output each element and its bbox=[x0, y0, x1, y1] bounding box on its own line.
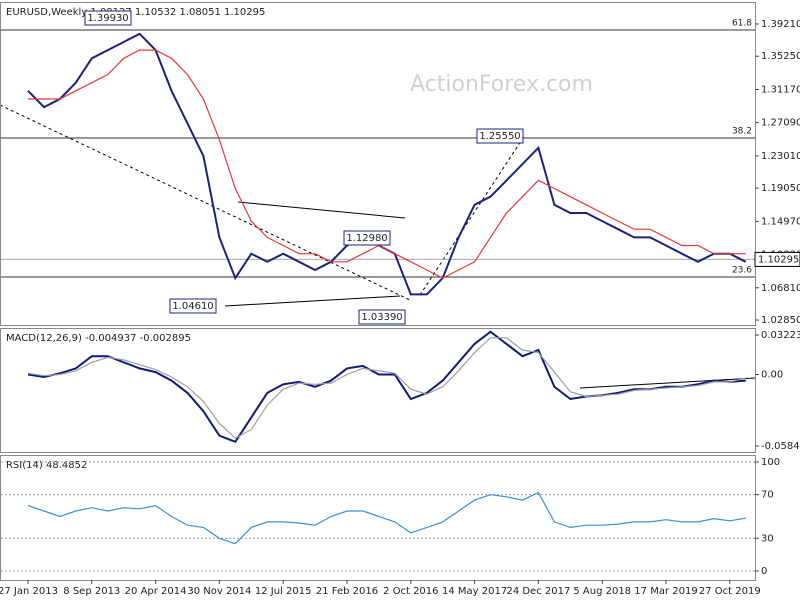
series-line bbox=[28, 49, 746, 279]
fib-label: 38.2 bbox=[732, 126, 752, 136]
y-tick-label: -0.058434 bbox=[761, 441, 800, 452]
series-line bbox=[27, 491, 746, 545]
annotation-box bbox=[358, 309, 406, 325]
x-tick-label: 24 Dec 2017 bbox=[506, 586, 570, 597]
annotation-box bbox=[84, 10, 132, 26]
panel-border bbox=[0, 455, 756, 581]
panel-border bbox=[0, 2, 756, 326]
annotation-box bbox=[343, 230, 391, 246]
y-tick-label: 1.39210 bbox=[761, 19, 800, 30]
annotation-box bbox=[476, 128, 524, 144]
annotation: 1.03390 bbox=[361, 312, 402, 323]
y-tick-label: 1.23010 bbox=[761, 151, 800, 162]
x-tick-label: 12 Jul 2015 bbox=[255, 586, 312, 597]
x-tick-label: 27 Jan 2013 bbox=[0, 586, 58, 597]
y-tick-label: 100 bbox=[761, 457, 780, 468]
y-tick-label: 0 bbox=[761, 566, 767, 577]
x-tick-label: 2 Oct 2016 bbox=[383, 586, 438, 597]
y-tick-label: 30 bbox=[761, 533, 774, 544]
watermark: ActionForex.com bbox=[410, 72, 593, 97]
panel-border bbox=[0, 328, 756, 453]
y-tick-label: 70 bbox=[761, 490, 774, 501]
annotation: 1.12980 bbox=[346, 233, 387, 244]
trend-line bbox=[419, 134, 526, 296]
trend-line bbox=[224, 295, 401, 307]
last-price-box bbox=[754, 251, 800, 267]
annotation: 1.39930 bbox=[87, 13, 128, 24]
trend-line bbox=[0, 104, 411, 301]
y-tick-label: 1.06810 bbox=[761, 283, 800, 294]
y-tick-label: 1.19050 bbox=[761, 183, 800, 194]
annotation: 1.25550 bbox=[479, 131, 520, 142]
series-line bbox=[27, 330, 746, 444]
trend-line bbox=[579, 377, 756, 389]
y-tick-label: 1.14970 bbox=[761, 216, 800, 227]
series-line bbox=[27, 337, 746, 439]
x-tick-label: 21 Feb 2016 bbox=[316, 586, 378, 597]
x-tick-label: 17 Mar 2019 bbox=[634, 586, 697, 597]
trend-line bbox=[237, 201, 406, 219]
x-tick-label: 8 Sep 2013 bbox=[63, 586, 120, 597]
y-tick-label: 1.27090 bbox=[761, 118, 800, 129]
y-tick-label: 1.31170 bbox=[761, 84, 800, 95]
y-tick-label: 1.35250 bbox=[761, 51, 800, 62]
panel-title: EURUSD,Weekly 1.08127 1.10532 1.08051 1.… bbox=[6, 7, 265, 18]
x-tick-label: 5 Aug 2018 bbox=[573, 586, 631, 597]
panel-title: MACD(12,26,9) -0.004937 -0.002895 bbox=[6, 333, 191, 344]
panel-title: RSI(14) 48.4852 bbox=[6, 460, 87, 471]
fib-label: 23.6 bbox=[732, 266, 752, 276]
annotation: 1.04610 bbox=[172, 301, 213, 312]
y-tick-label: 0.032235 bbox=[761, 330, 800, 341]
x-tick-label: 30 Nov 2014 bbox=[187, 586, 251, 597]
x-tick-label: 14 May 2017 bbox=[442, 586, 507, 597]
y-tick-label: 1.02850 bbox=[761, 315, 800, 326]
last-price-label: 1.10295 bbox=[758, 254, 799, 265]
x-tick-label: 27 Oct 2019 bbox=[699, 586, 761, 597]
fib-label: 61.8 bbox=[732, 19, 752, 29]
x-tick-label: 20 Apr 2014 bbox=[125, 586, 187, 597]
y-tick-label: 0.00 bbox=[761, 370, 783, 381]
annotation-box bbox=[169, 298, 217, 314]
